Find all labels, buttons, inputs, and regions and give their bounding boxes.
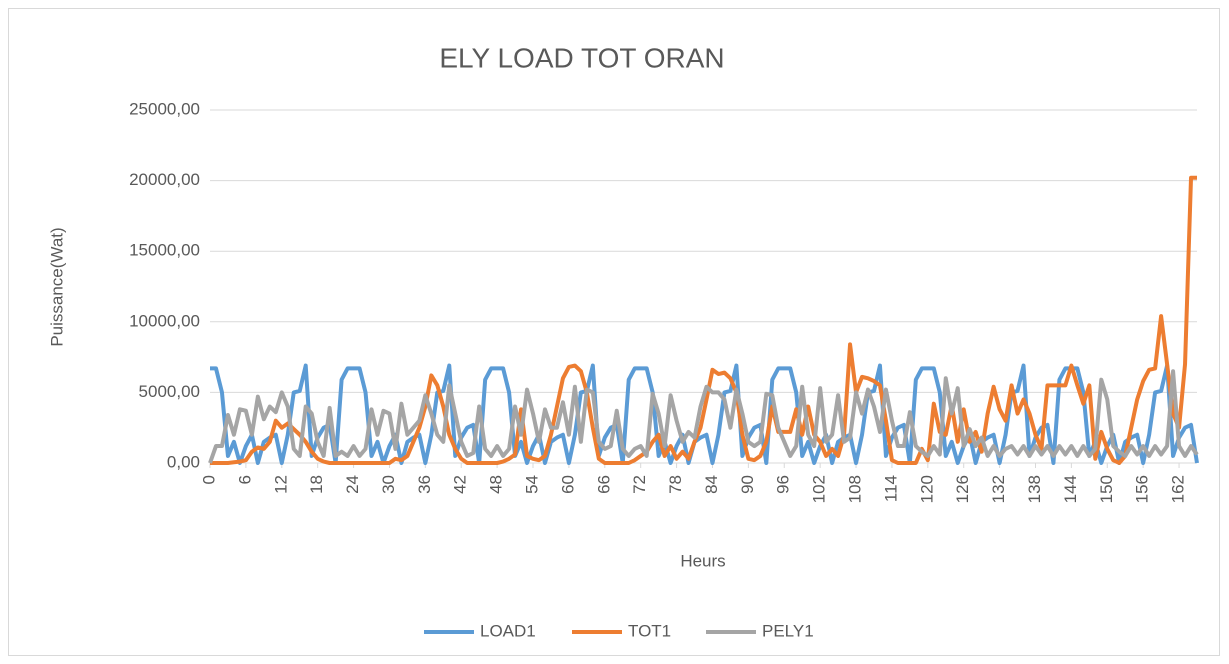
x-tick-label: 6 xyxy=(235,475,254,484)
x-tick-label: 96 xyxy=(774,475,793,494)
legend-label: TOT1 xyxy=(628,621,671,640)
x-tick-label: 90 xyxy=(738,475,757,494)
x-tick-label: 12 xyxy=(271,475,290,494)
y-tick-label: 25000,00 xyxy=(129,99,200,118)
x-tick-label: 42 xyxy=(451,475,470,494)
y-tick-label: 15000,00 xyxy=(129,241,200,260)
series-line xyxy=(210,175,1197,465)
x-tick-label: 132 xyxy=(989,475,1008,503)
y-tick-label: 5000,00 xyxy=(139,382,200,401)
x-axis-label: Heurs xyxy=(680,551,725,570)
x-tick-label: 144 xyxy=(1061,475,1080,503)
x-tick-label: 114 xyxy=(881,475,900,502)
x-tick-label: 108 xyxy=(846,475,865,503)
x-tick-label: 60 xyxy=(558,475,577,494)
chart-border xyxy=(8,8,1220,656)
legend-label: PELY1 xyxy=(762,621,814,640)
series-line xyxy=(208,369,1199,464)
x-tick-label: 138 xyxy=(1025,475,1044,503)
x-tick-label: 126 xyxy=(953,475,972,503)
x-tick-label: 156 xyxy=(1133,475,1152,503)
x-tick-label: 150 xyxy=(1097,475,1116,503)
x-tick-label: 120 xyxy=(917,475,936,503)
y-tick-label: 0,00 xyxy=(167,452,200,471)
x-tick-label: 54 xyxy=(523,475,542,494)
x-tick-label: 72 xyxy=(630,475,649,494)
x-tick-label: 102 xyxy=(810,475,829,503)
series-line xyxy=(210,363,1199,465)
x-tick-label: 30 xyxy=(379,475,398,494)
x-tick-label: 0 xyxy=(199,475,218,484)
chart-title: ELY LOAD TOT ORAN xyxy=(439,42,724,73)
x-tick-label: 24 xyxy=(343,475,362,494)
x-tick-label: 48 xyxy=(487,475,506,494)
y-tick-label: 10000,00 xyxy=(129,311,200,330)
x-tick-label: 162 xyxy=(1169,475,1188,503)
x-tick-label: 36 xyxy=(415,475,434,494)
x-tick-label: 18 xyxy=(307,475,326,494)
x-tick-label: 66 xyxy=(594,475,613,494)
legend-label: LOAD1 xyxy=(480,621,536,640)
y-axis-label: Puissance(Wat) xyxy=(47,227,66,346)
y-tick-label: 20000,00 xyxy=(129,170,200,189)
x-tick-label: 78 xyxy=(666,475,685,494)
x-tick-label: 84 xyxy=(702,475,721,494)
